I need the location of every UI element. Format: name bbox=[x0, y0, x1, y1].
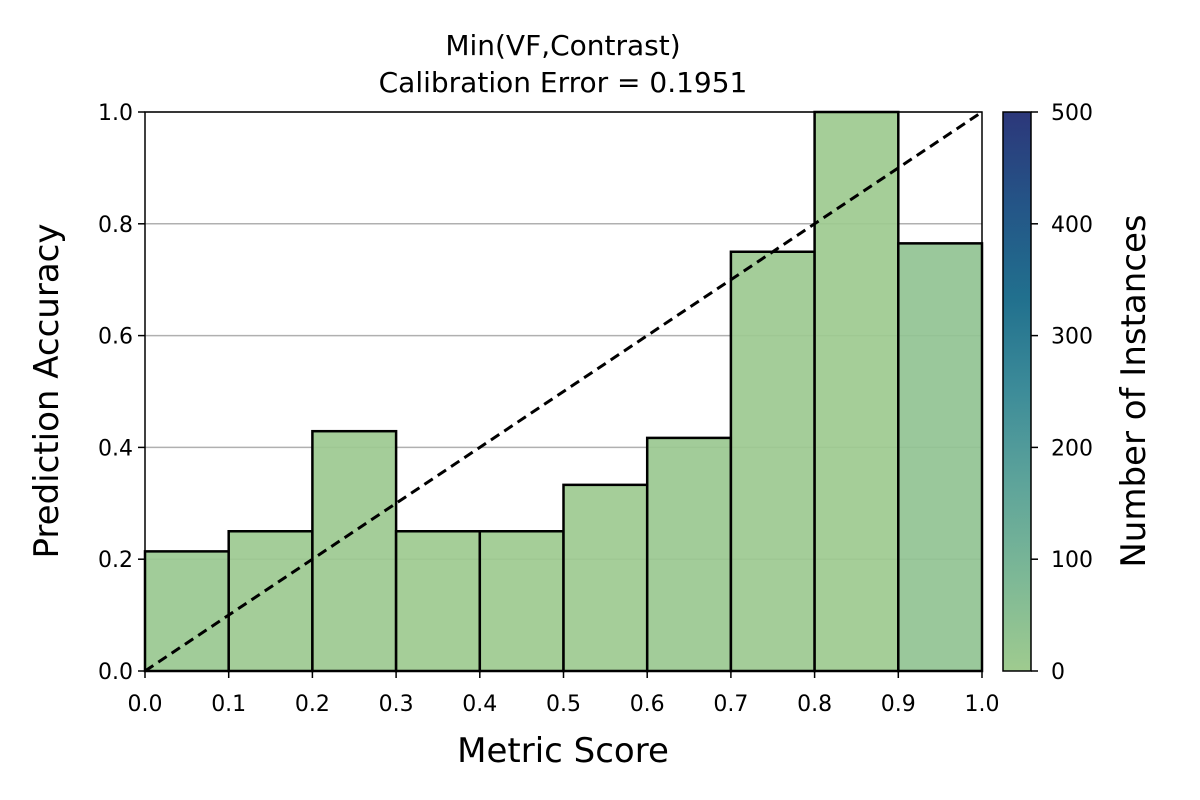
y-tick-label: 0.8 bbox=[98, 213, 133, 238]
x-tick-label: 0.3 bbox=[379, 692, 414, 717]
bar bbox=[897, 242, 984, 673]
x-tick-label: 0.4 bbox=[462, 692, 497, 717]
x-tick-label: 0.1 bbox=[211, 692, 246, 717]
x-tick-label: 0.2 bbox=[295, 692, 330, 717]
y-axis-label: Prediction Accuracy bbox=[27, 224, 67, 559]
colorbar-tick-label: 200 bbox=[1051, 436, 1093, 461]
y-axis-ticks: 0.0 0.2 0.4 0.6 0.8 1.0 bbox=[98, 101, 145, 685]
x-tick-label: 0.5 bbox=[546, 692, 581, 717]
y-tick-label: 0.4 bbox=[98, 436, 133, 461]
colorbar-label: Number of Instances bbox=[1114, 214, 1154, 567]
y-tick-label: 0.0 bbox=[98, 660, 133, 685]
x-tick-label: 0.8 bbox=[797, 692, 832, 717]
bar bbox=[645, 436, 733, 673]
bar bbox=[478, 530, 565, 673]
bars bbox=[143, 110, 984, 673]
bar bbox=[729, 250, 816, 673]
x-tick-label: 0.9 bbox=[881, 692, 916, 717]
x-tick-label: 0.0 bbox=[128, 692, 163, 717]
x-axis-label: Metric Score bbox=[457, 731, 669, 771]
y-tick-label: 1.0 bbox=[98, 101, 133, 126]
colorbar-ticks: 0 100 200 300 400 500 bbox=[1031, 101, 1093, 685]
colorbar bbox=[1002, 111, 1032, 672]
bar bbox=[562, 483, 649, 673]
bar bbox=[227, 530, 314, 673]
chart-title-line1: Min(VF,Contrast) bbox=[445, 29, 680, 62]
y-tick-label: 0.2 bbox=[98, 548, 133, 573]
colorbar-tick-label: 500 bbox=[1051, 101, 1093, 126]
bar bbox=[143, 550, 230, 673]
colorbar-tick-label: 100 bbox=[1051, 548, 1093, 573]
x-tick-label: 0.7 bbox=[713, 692, 748, 717]
y-tick-label: 0.6 bbox=[98, 325, 133, 350]
x-axis-ticks: 0.0 0.1 0.2 0.3 0.4 0.5 0.6 0.7 0.8 0.9 1.0 bbox=[128, 671, 1000, 717]
bar bbox=[394, 530, 482, 673]
x-tick-label: 1.0 bbox=[965, 692, 1000, 717]
x-tick-label: 0.6 bbox=[630, 692, 665, 717]
colorbar-tick-label: 400 bbox=[1051, 213, 1093, 238]
perfect-calibration-line bbox=[144, 110, 983, 673]
colorbar-tick-label: 300 bbox=[1051, 325, 1093, 350]
chart-title-line2: Calibration Error = 0.1951 bbox=[379, 66, 748, 99]
colorbar-tick-label: 0 bbox=[1051, 660, 1065, 685]
